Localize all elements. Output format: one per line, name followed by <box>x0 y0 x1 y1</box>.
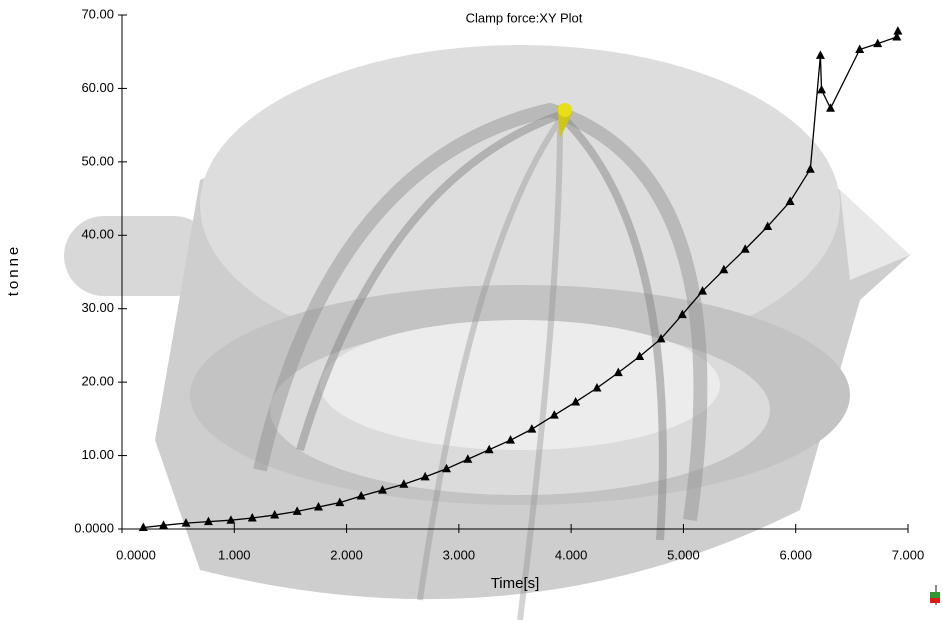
x-tick-label: 6.000 <box>779 547 812 562</box>
chart: Clamp force:XY Plot Time[s] tonne 0.0000… <box>0 0 943 626</box>
x-tick-label: 3.000 <box>443 547 476 562</box>
y-tick-label: 60.00 <box>81 80 114 95</box>
y-tick-label: 0.0000 <box>74 520 114 535</box>
y-tick-label: 70.00 <box>81 6 114 21</box>
data-point <box>817 85 826 94</box>
y-tick-label: 50.00 <box>81 153 114 168</box>
x-tick-label: 7.000 <box>892 547 925 562</box>
y-tick-label: 10.00 <box>81 447 114 462</box>
data-point <box>826 103 835 112</box>
data-point <box>816 50 825 59</box>
axis-triad <box>930 585 940 605</box>
x-tick-label: 2.000 <box>330 547 363 562</box>
x-tick-label: 1.000 <box>218 547 251 562</box>
y-tick-label: 20.00 <box>81 374 114 389</box>
data-point <box>893 26 902 35</box>
chart-title: Clamp force:XY Plot <box>466 10 583 25</box>
y-tick-label: 30.00 <box>81 300 114 315</box>
x-tick-label: 5.000 <box>667 547 700 562</box>
x-tick-label: 4.000 <box>555 547 588 562</box>
y-tick-label: 40.00 <box>81 227 114 242</box>
x-tick-label: 0.0000 <box>116 547 156 562</box>
x-axis-label: Time[s] <box>491 575 540 592</box>
y-axis-label: tonne <box>5 244 22 297</box>
model-render <box>64 45 940 620</box>
